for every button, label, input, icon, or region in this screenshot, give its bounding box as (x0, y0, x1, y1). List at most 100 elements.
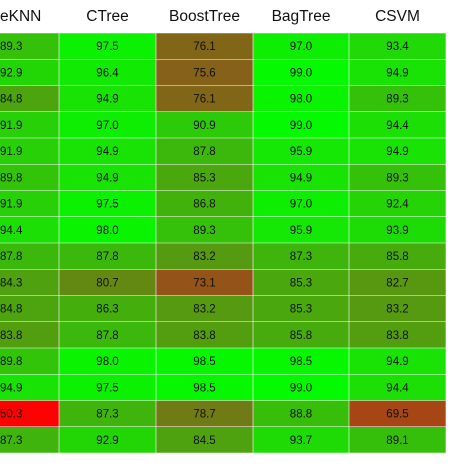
heatmap-cell (59, 138, 156, 165)
cell-value-label: 94.9 (96, 94, 118, 106)
cell-value-label: 89.8 (0, 356, 22, 368)
heatmap-cell (253, 269, 349, 296)
heatmap-cell (253, 33, 349, 60)
cell-value-label: 97.0 (290, 41, 312, 53)
cell-value-label: 98.5 (193, 356, 215, 368)
heatmap-cells (0, 33, 446, 453)
cell-value-label: 92.9 (96, 435, 118, 447)
heatmap-cell (59, 400, 156, 427)
cell-value-label: 84.3 (0, 277, 22, 289)
cell-value-label: 85.3 (290, 277, 312, 289)
cell-value-label: 91.9 (0, 199, 22, 211)
heatmap-cell (0, 321, 59, 348)
cell-value-label: 84.8 (0, 94, 22, 106)
cell-value-label: 69.5 (386, 409, 408, 421)
cell-value-label: 83.8 (0, 330, 22, 342)
heatmap-cell (156, 164, 253, 191)
cell-value-label: 96.4 (96, 67, 119, 79)
heatmap-cell (156, 374, 253, 401)
heatmap-cell (0, 138, 59, 165)
cell-value-label: 75.6 (193, 67, 215, 79)
cell-value-label: 94.4 (386, 120, 409, 132)
cell-value-label: 84.8 (0, 304, 22, 316)
cell-value-label: 93.7 (290, 435, 312, 447)
cell-value-label: 85.3 (290, 304, 312, 316)
heatmap-cell (349, 374, 446, 401)
cell-value-label: 94.9 (290, 172, 312, 184)
heatmap-cell (59, 321, 156, 348)
cell-value-label: 93.4 (386, 41, 409, 53)
cell-value-label: 87.3 (96, 409, 118, 421)
heatmap-cell (349, 295, 446, 322)
cell-value-label: 98.5 (193, 382, 215, 394)
cell-value-label: 94.9 (386, 67, 408, 79)
cell-value-label: 83.2 (386, 304, 408, 316)
cell-value-label: 87.8 (193, 146, 215, 158)
heatmap-cell (349, 400, 446, 427)
cell-value-label: 85.3 (193, 172, 215, 184)
heatmap-cell (156, 111, 253, 138)
heatmap-cell (156, 295, 253, 322)
heatmap-cell (59, 85, 156, 112)
heatmap-cell (253, 216, 349, 243)
heatmap-cell (349, 164, 446, 191)
heatmap-cell (59, 269, 156, 296)
cell-value-label: 98.0 (290, 94, 312, 106)
column-header-row: eKNN CTree BoostTree BagTree CSVM (0, 8, 420, 25)
cell-value-label: 76.1 (193, 41, 215, 53)
cell-value-label: 93.9 (386, 225, 408, 237)
heatmap-cell (59, 243, 156, 270)
heatmap-cell (253, 111, 349, 138)
cell-value-label: 87.3 (0, 435, 22, 447)
cell-value-label: 97.5 (96, 41, 118, 53)
column-header-eknn: eKNN (0, 8, 41, 25)
heatmap-cell (156, 216, 253, 243)
heatmap-cell (156, 426, 253, 453)
cell-value-label: 83.8 (193, 330, 215, 342)
cell-value-label: 95.9 (290, 146, 312, 158)
heatmap-cell (59, 190, 156, 217)
heatmap-cell (59, 426, 156, 453)
cell-value-label: 97.0 (96, 120, 118, 132)
cell-value-label: 98.5 (290, 356, 312, 368)
heatmap-cell (156, 85, 253, 112)
heatmap-cell (0, 190, 59, 217)
cell-value-label: 89.8 (0, 172, 22, 184)
heatmap-cell (59, 216, 156, 243)
cell-value-label: 92.4 (386, 199, 409, 211)
heatmap-cell (156, 59, 253, 86)
heatmap-cell (156, 33, 253, 60)
heatmap-cell (0, 243, 59, 270)
cell-value-label: 94.9 (386, 146, 408, 158)
heatmap-cell (349, 243, 446, 270)
cell-value-label: 89.3 (193, 225, 215, 237)
heatmap-cell (0, 164, 59, 191)
heatmap-cell (253, 374, 349, 401)
cell-value-label: 97.0 (290, 199, 312, 211)
heatmap-cell (156, 400, 253, 427)
cell-value-label: 94.4 (386, 382, 409, 394)
cell-value-label: 83.2 (193, 251, 215, 263)
heatmap-cell (253, 295, 349, 322)
cell-value-label: 83.2 (193, 304, 215, 316)
heatmap-cell (59, 374, 156, 401)
cell-value-label: 95.9 (290, 225, 312, 237)
heatmap-cell (253, 321, 349, 348)
cell-value-label: 84.5 (193, 435, 215, 447)
cell-value-label: 94.9 (0, 382, 22, 394)
cell-value-label: 99.0 (290, 120, 312, 132)
heatmap-cell (0, 400, 59, 427)
cell-value-label: 92.9 (0, 67, 22, 79)
column-header-bagtree: BagTree (272, 8, 331, 25)
column-header-csvm: CSVM (375, 8, 420, 25)
cell-value-label: 76.1 (193, 94, 215, 106)
cell-value-label: 50.3 (0, 409, 22, 421)
heatmap-cell (253, 243, 349, 270)
heatmap-cell (0, 374, 59, 401)
cell-value-label: 89.3 (0, 41, 22, 53)
cell-value-label: 85.8 (290, 330, 312, 342)
heatmap-cell (349, 59, 446, 86)
heatmap-cell (59, 111, 156, 138)
heatmap-cell (253, 400, 349, 427)
